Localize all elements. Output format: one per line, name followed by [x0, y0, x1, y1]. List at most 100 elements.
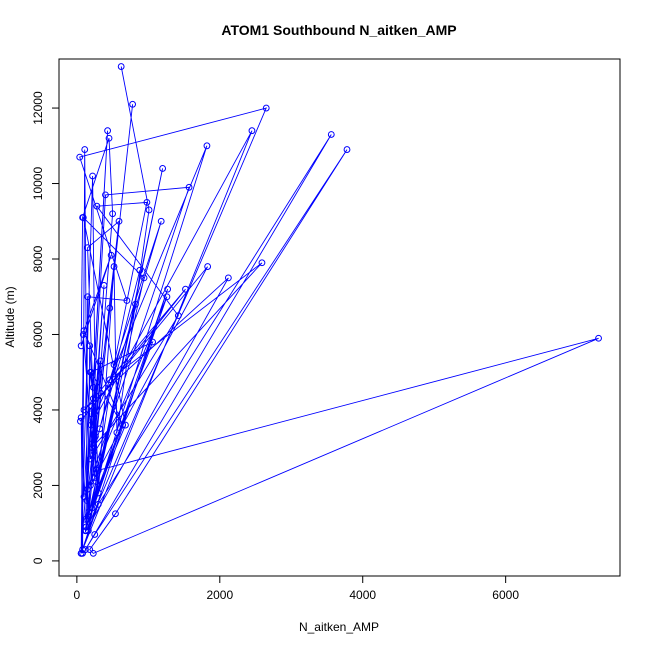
x-tick-label: 0	[74, 588, 81, 602]
y-tick-label: 0	[31, 557, 45, 564]
data-point	[77, 549, 85, 557]
data-point	[204, 263, 212, 270]
data-point	[88, 440, 96, 448]
data-point	[85, 508, 93, 516]
data-point	[87, 482, 94, 489]
data-point	[248, 127, 256, 135]
series-line	[79, 66, 599, 554]
data-point	[100, 282, 108, 289]
data-point	[77, 417, 84, 425]
data-point	[84, 527, 92, 535]
data-point	[87, 410, 95, 418]
data-point	[84, 293, 91, 301]
data-point	[258, 259, 266, 267]
y-tick-label: 8000	[31, 245, 45, 272]
data-point	[110, 361, 118, 369]
data-point	[145, 206, 153, 214]
data-point	[94, 489, 102, 497]
chart-title: ATOM1 Southbound N_aitken_AMP	[221, 22, 456, 38]
data-point	[89, 383, 97, 391]
data-point	[97, 357, 104, 365]
data-point	[86, 546, 94, 553]
data-point	[77, 414, 85, 421]
data-point	[79, 214, 86, 221]
data-point	[89, 395, 97, 403]
data-point	[82, 527, 89, 535]
data-point	[91, 474, 99, 482]
data-point	[90, 448, 98, 455]
data-point	[79, 331, 87, 338]
x-tick-label: 6000	[492, 588, 519, 602]
y-tick-label: 12000	[31, 91, 45, 125]
data-point	[149, 338, 157, 346]
data-point	[88, 444, 96, 452]
x-axis-label: N_aitken_AMP	[299, 620, 379, 634]
data-point	[117, 63, 125, 70]
data-point	[93, 202, 101, 210]
data-point	[140, 274, 148, 282]
data-point	[262, 104, 270, 112]
data-point	[119, 421, 127, 429]
data-point	[89, 549, 97, 557]
data-point	[157, 217, 165, 225]
data-point	[86, 342, 94, 350]
data-point	[174, 312, 182, 320]
y-axis: 0 2000 4000 6000 8000 10000 12000	[31, 91, 60, 564]
data-point	[87, 421, 95, 429]
data-point	[104, 127, 111, 135]
data-point	[132, 300, 139, 308]
data-point	[122, 421, 129, 429]
y-tick-label: 10000	[31, 167, 45, 201]
y-tick-label: 6000	[31, 321, 45, 348]
data-point	[92, 432, 99, 440]
data-point	[87, 368, 95, 376]
data-point	[89, 172, 96, 180]
data-point	[115, 217, 123, 225]
data-point	[88, 402, 96, 410]
data-point	[595, 334, 602, 342]
data-point	[102, 191, 109, 199]
data-point	[77, 342, 85, 350]
data-point	[84, 244, 91, 252]
data-point	[107, 251, 115, 259]
y-tick-label: 2000	[31, 472, 45, 499]
data-point	[87, 455, 94, 463]
data-point	[82, 546, 89, 553]
data-point	[92, 478, 100, 486]
data-point	[163, 293, 171, 301]
x-tick-label: 2000	[206, 588, 233, 602]
y-tick-label: 4000	[31, 396, 45, 423]
data-point	[96, 425, 104, 433]
plot-frame	[58, 58, 621, 577]
data-series	[76, 63, 602, 557]
data-point	[84, 515, 91, 523]
data-point	[81, 146, 89, 153]
data-point	[224, 274, 232, 282]
data-point	[106, 304, 114, 312]
x-tick-label: 4000	[349, 588, 376, 602]
data-point	[83, 497, 91, 504]
data-point	[113, 429, 121, 436]
data-point	[82, 523, 90, 531]
data-point	[80, 327, 88, 335]
data-point	[84, 512, 92, 520]
data-point	[110, 263, 118, 270]
data-point	[182, 285, 189, 293]
data-point	[143, 199, 151, 206]
data-point	[106, 376, 114, 384]
data-point	[91, 531, 99, 538]
data-point	[343, 146, 351, 153]
data-point	[79, 546, 86, 553]
data-point	[159, 165, 167, 172]
data-point	[80, 406, 88, 414]
data-point	[112, 510, 119, 518]
data-point	[109, 210, 116, 218]
data-point	[76, 153, 84, 161]
data-point	[164, 285, 172, 293]
data-point	[94, 500, 102, 508]
y-axis-label: Altitude (m)	[3, 286, 17, 347]
data-point	[136, 266, 144, 274]
data-point	[123, 297, 131, 304]
data-point	[105, 134, 113, 142]
